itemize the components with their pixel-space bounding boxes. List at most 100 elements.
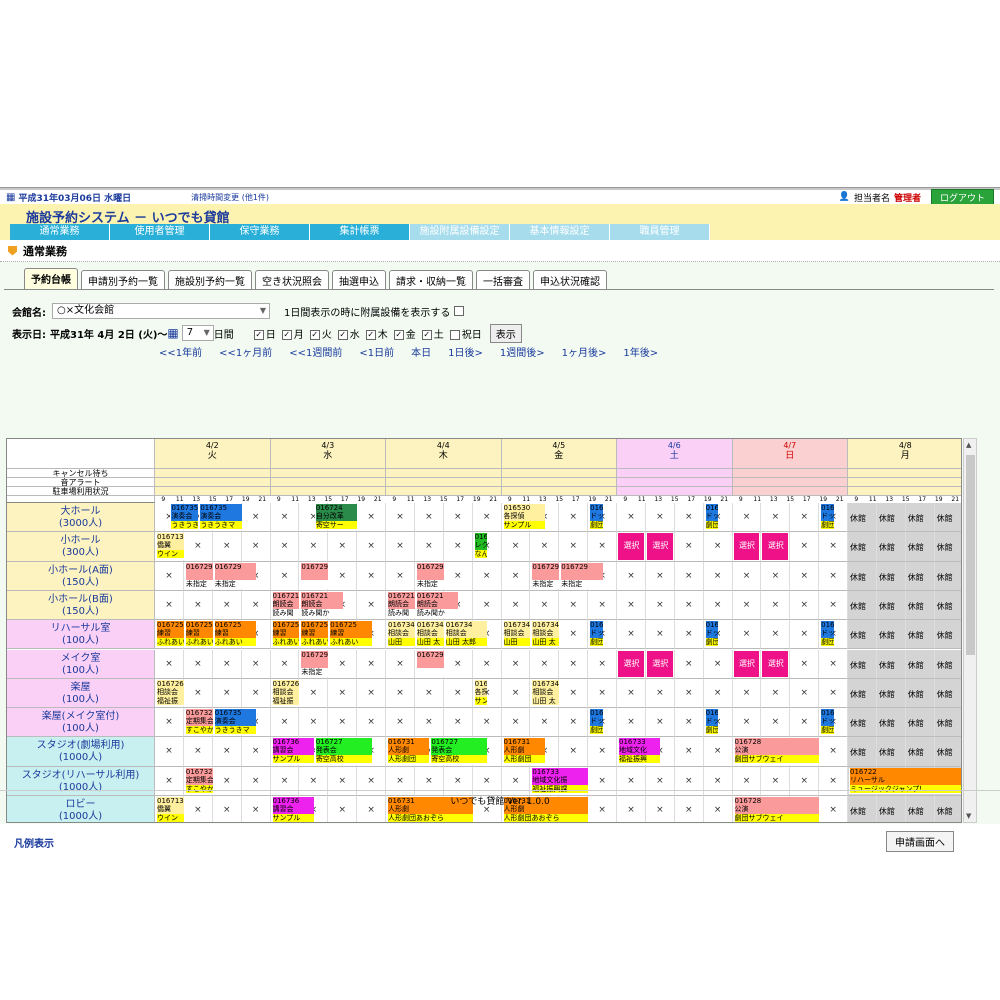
main-nav-item[interactable]: 基本情報設定 bbox=[510, 224, 610, 240]
slot-cell[interactable] bbox=[357, 649, 386, 679]
slot-cell[interactable] bbox=[732, 503, 762, 533]
vertical-scrollbar[interactable]: ▲ ▼ bbox=[963, 438, 977, 823]
facility-name[interactable]: 小ホール (300人) bbox=[7, 532, 155, 562]
slot-cell[interactable] bbox=[559, 678, 589, 709]
slot-cell[interactable]: 休館 bbox=[905, 503, 935, 533]
select-slot[interactable]: 選択 bbox=[646, 533, 673, 560]
select-slot[interactable]: 選択 bbox=[733, 650, 760, 677]
slot-cell[interactable] bbox=[819, 590, 848, 621]
slot-cell[interactable] bbox=[617, 766, 646, 796]
slot-cell[interactable] bbox=[386, 503, 415, 533]
scroll-thumb[interactable] bbox=[966, 455, 975, 655]
facility-name[interactable]: リハーサル室 (100人) bbox=[7, 620, 155, 650]
slot-cell[interactable] bbox=[241, 503, 271, 533]
weekday-filter[interactable]: ✓ 木 bbox=[365, 326, 388, 341]
slot-cell[interactable] bbox=[790, 561, 820, 591]
slot-cell[interactable] bbox=[212, 737, 242, 767]
reservation-block[interactable]: 016720ドッグス劇団ここに bbox=[589, 504, 603, 531]
select-slot[interactable]: 選択 bbox=[618, 533, 644, 560]
slot-cell[interactable] bbox=[472, 708, 502, 738]
slot-cell[interactable] bbox=[761, 561, 791, 591]
reservation-block[interactable]: 016729 未指定 bbox=[531, 562, 560, 589]
slot-cell[interactable] bbox=[819, 678, 848, 709]
slot-cell[interactable]: 休館 bbox=[848, 503, 877, 533]
slot-cell[interactable] bbox=[472, 649, 502, 679]
slot-cell[interactable] bbox=[183, 590, 213, 621]
reservation-block[interactable]: 016725 練習 ふれあい bbox=[156, 621, 184, 648]
reservation-block[interactable]: 016729 未指定 bbox=[300, 650, 329, 677]
slot-cell[interactable] bbox=[761, 620, 791, 650]
slot-cell[interactable] bbox=[761, 503, 791, 533]
slot-cell[interactable] bbox=[414, 678, 444, 709]
weekday-filter[interactable]: ✓ 金 bbox=[393, 326, 416, 341]
slot-cell[interactable]: 休館 bbox=[934, 649, 961, 679]
select-slot[interactable]: 選択 bbox=[762, 533, 789, 560]
slot-cell[interactable] bbox=[674, 766, 704, 796]
facility-name[interactable]: 大ホール (3000人) bbox=[7, 503, 155, 533]
weekday-filter[interactable]: ✓ 土 bbox=[421, 326, 444, 341]
slot-cell[interactable] bbox=[645, 503, 675, 533]
slot-cell[interactable]: 休館 bbox=[934, 708, 961, 738]
slot-cell[interactable] bbox=[357, 503, 386, 533]
slot-cell[interactable] bbox=[819, 649, 848, 679]
slot-cell[interactable] bbox=[443, 649, 473, 679]
slot-cell[interactable] bbox=[155, 708, 184, 738]
slot-cell[interactable] bbox=[414, 503, 444, 533]
reservation-block[interactable]: 016733レクレーなんでも bbox=[473, 533, 488, 560]
slot-cell[interactable]: 休館 bbox=[905, 590, 935, 621]
slot-cell[interactable] bbox=[212, 796, 242, 822]
slot-cell[interactable] bbox=[703, 590, 733, 621]
slot-cell[interactable] bbox=[299, 766, 329, 796]
slot-cell[interactable] bbox=[357, 561, 386, 591]
slot-cell[interactable] bbox=[559, 708, 589, 738]
facility-name[interactable]: 小ホール(A面) (150人) bbox=[7, 561, 155, 591]
slot-cell[interactable] bbox=[443, 532, 473, 562]
slot-cell[interactable] bbox=[183, 737, 213, 767]
reservation-block[interactable]: 016734 相談会 山田 太 bbox=[531, 679, 560, 707]
slot-cell[interactable] bbox=[386, 708, 415, 738]
slot-cell[interactable] bbox=[732, 766, 762, 796]
date-nav-link[interactable]: 1ヶ月後> bbox=[561, 348, 607, 359]
slot-cell[interactable] bbox=[501, 708, 531, 738]
slot-cell[interactable] bbox=[386, 561, 415, 591]
slot-cell[interactable] bbox=[559, 737, 589, 767]
slot-cell[interactable] bbox=[183, 796, 213, 822]
slot-cell[interactable]: 休館 bbox=[876, 620, 906, 650]
slot-cell[interactable] bbox=[328, 532, 358, 562]
slot-cell[interactable] bbox=[645, 796, 675, 822]
tab-item[interactable]: 申請別予約一覧 bbox=[81, 270, 165, 289]
slot-cell[interactable] bbox=[357, 532, 386, 562]
reservation-block[interactable]: 016720ドッグス劇団ここに bbox=[704, 504, 719, 531]
slot-cell[interactable] bbox=[241, 678, 271, 709]
slot-cell[interactable]: 休館 bbox=[905, 620, 935, 650]
slot-cell[interactable] bbox=[530, 590, 560, 621]
reservation-block[interactable]: 016720ドッグス劇団ここに bbox=[704, 709, 719, 736]
slot-cell[interactable] bbox=[501, 590, 531, 621]
slot-cell[interactable] bbox=[674, 590, 704, 621]
reservation-block[interactable]: 016720ドッグス劇団ここに bbox=[820, 709, 834, 736]
slot-cell[interactable] bbox=[617, 708, 646, 738]
slot-cell[interactable] bbox=[443, 561, 473, 591]
weekday-checkbox[interactable] bbox=[449, 329, 460, 340]
slot-cell[interactable]: 休館 bbox=[876, 737, 906, 767]
reservation-block[interactable]: 016729 bbox=[415, 650, 444, 677]
tab-item[interactable]: 空き状況照会 bbox=[255, 270, 329, 289]
slot-cell[interactable]: 休館 bbox=[934, 590, 961, 621]
weekday-checkbox[interactable]: ✓ bbox=[337, 329, 348, 340]
scroll-down-icon[interactable]: ▼ bbox=[966, 812, 972, 820]
slot-cell[interactable]: 休館 bbox=[905, 678, 935, 709]
reservation-block[interactable]: 016736 講習会 サンプル bbox=[271, 738, 314, 765]
weekday-checkbox[interactable]: ✓ bbox=[365, 329, 376, 340]
slot-cell[interactable] bbox=[674, 620, 704, 650]
venue-select[interactable]: ○×文化会館 ▼ bbox=[52, 303, 270, 319]
slot-cell[interactable] bbox=[443, 678, 473, 709]
slot-cell[interactable] bbox=[357, 796, 386, 822]
facility-name[interactable]: 小ホール(B面) (150人) bbox=[7, 590, 155, 621]
slot-cell[interactable] bbox=[703, 561, 733, 591]
slot-cell[interactable] bbox=[443, 766, 473, 796]
weekday-checkbox[interactable]: ✓ bbox=[309, 329, 320, 340]
slot-cell[interactable]: 休館 bbox=[876, 532, 906, 562]
slot-cell[interactable] bbox=[588, 678, 617, 709]
slot-cell[interactable] bbox=[472, 796, 502, 822]
slot-cell[interactable] bbox=[645, 590, 675, 621]
